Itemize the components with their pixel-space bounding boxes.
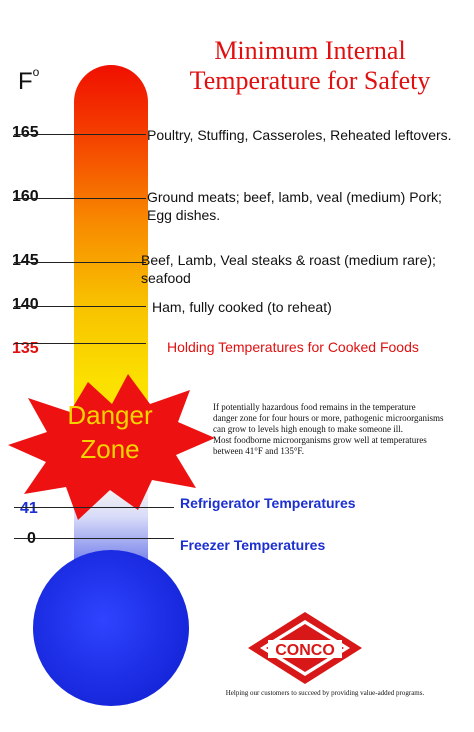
label-160-line-1: Ground meats; beef, lamb, veal (medium) … <box>147 189 442 205</box>
danger-zone-line-2: Zone <box>80 434 140 464</box>
label-140: Ham, fully cooked (to reheat) <box>152 298 452 316</box>
label-165-line-1: Poultry, Stuffing, Casseroles, Reheated … <box>147 127 452 143</box>
tick-line-145 <box>14 262 146 263</box>
title-line-2: Temperature for Safety <box>189 66 431 95</box>
tick-41: 41 <box>20 500 38 517</box>
tick-165: 165 <box>12 124 39 141</box>
tick-160: 160 <box>12 188 39 205</box>
label-140-line-1: Ham, fully cooked (to reheat) <box>152 299 332 315</box>
tick-line-0 <box>14 538 174 539</box>
logo-text: CONCO <box>275 642 335 659</box>
label-41-line-1: Refrigerator Temperatures <box>180 495 356 511</box>
label-135: Holding Temperatures for Cooked Foods <box>167 338 467 356</box>
tick-0: 0 <box>27 530 36 548</box>
label-0-line-1: Freezer Temperatures <box>180 537 326 553</box>
label-0: Freezer Temperatures <box>180 536 460 554</box>
label-165: Poultry, Stuffing, Casseroles, Reheated … <box>147 126 467 144</box>
danger-zone-note: If potentially hazardous food remains in… <box>213 402 463 457</box>
note-line-5: between 41°F and 135°F. <box>213 446 304 456</box>
page-title: Minimum Internal Temperature for Safety <box>150 36 470 96</box>
label-145-line-2: seafood <box>141 270 191 286</box>
tick-line-135 <box>14 343 146 344</box>
tick-line-165 <box>14 134 146 135</box>
conco-logo: CONCO <box>248 612 362 684</box>
note-line-2: danger zone for four hours or more, path… <box>213 413 444 423</box>
unit-degree: o <box>32 65 40 79</box>
label-41: Refrigerator Temperatures <box>180 494 460 512</box>
label-135-line-1: Holding Temperatures for Cooked Foods <box>167 339 419 355</box>
thermometer-bulb <box>33 550 189 706</box>
danger-zone-label: Danger Zone <box>40 398 180 466</box>
note-line-4: Most foodborne microorganisms grow well … <box>213 435 427 445</box>
tick-135: 135 <box>12 340 39 357</box>
note-line-1: If potentially hazardous food remains in… <box>213 402 416 412</box>
label-160: Ground meats; beef, lamb, veal (medium) … <box>147 188 467 224</box>
unit-letter: F <box>18 68 33 95</box>
label-145: Beef, Lamb, Veal steaks & roast (medium … <box>141 251 461 287</box>
note-line-3: can grow to levels high enough to make s… <box>213 424 403 434</box>
danger-zone-line-1: Danger <box>67 400 153 430</box>
tick-145: 145 <box>12 252 39 269</box>
label-145-line-1: Beef, Lamb, Veal steaks & roast (medium … <box>141 252 436 268</box>
label-160-line-2: Egg dishes. <box>147 207 221 223</box>
title-line-1: Minimum Internal <box>214 36 406 65</box>
danger-zone-star <box>8 374 215 520</box>
footer-tagline: Helping our customers to succeed by prov… <box>225 689 425 697</box>
tick-line-41 <box>14 507 174 508</box>
tick-line-160 <box>14 198 146 199</box>
tick-line-140 <box>14 306 146 307</box>
unit-label: Fo <box>18 65 40 96</box>
tick-140: 140 <box>12 296 39 313</box>
